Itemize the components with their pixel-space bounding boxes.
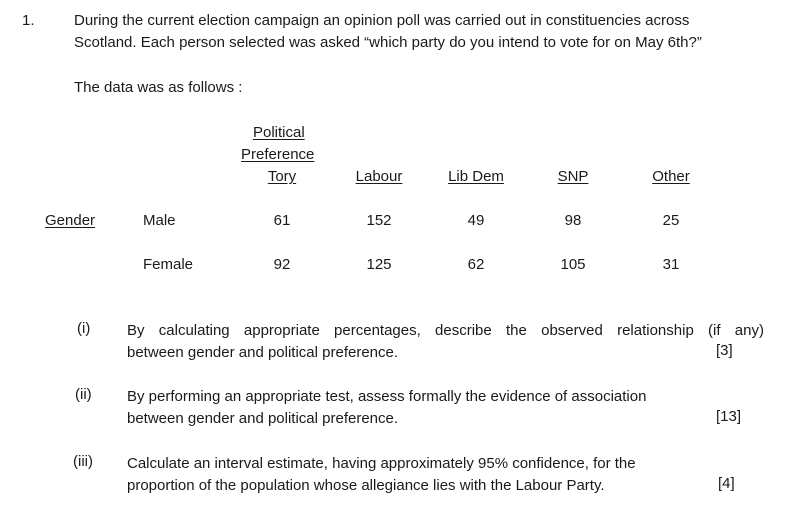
question-intro: During the current election campaign an … bbox=[74, 10, 702, 54]
part-text-line-1: Calculate an interval estimate, having a… bbox=[127, 455, 636, 472]
table-cell: 62 bbox=[467, 256, 485, 273]
part-label: (ii) bbox=[75, 386, 92, 403]
column-header-snp: SNP bbox=[557, 168, 589, 185]
data-intro: The data was as follows : bbox=[74, 79, 243, 96]
table-cell: 49 bbox=[467, 212, 485, 229]
row-label-female: Female bbox=[143, 256, 194, 273]
table-cell: 61 bbox=[273, 212, 291, 229]
table-cell: 125 bbox=[366, 256, 392, 273]
table-header-line-2: Preference bbox=[241, 146, 315, 163]
column-header-tory: Tory bbox=[267, 168, 297, 185]
table-header-line-1: Political bbox=[253, 124, 305, 141]
table-cell: 98 bbox=[564, 212, 582, 229]
row-label-male: Male bbox=[143, 212, 176, 229]
part-marks: [3] bbox=[716, 342, 733, 359]
part-label: (iii) bbox=[73, 453, 93, 470]
table-cell: 105 bbox=[560, 256, 586, 273]
row-group-label-gender: Gender bbox=[45, 212, 96, 229]
question-number: 1. bbox=[22, 12, 35, 29]
part-marks: [13] bbox=[716, 408, 742, 425]
part-text-line-1: By calculating appropriate percentages, … bbox=[127, 322, 764, 339]
question-intro-line-2: Scotland. Each person selected was asked… bbox=[74, 34, 702, 51]
part-text-line-1: By performing an appropriate test, asses… bbox=[127, 388, 647, 405]
column-header-lib-dem: Lib Dem bbox=[448, 168, 504, 185]
question-intro-line-1: During the current election campaign an … bbox=[74, 12, 690, 29]
table-header-political-preference: Political Preference bbox=[241, 122, 314, 166]
table-cell: 152 bbox=[366, 212, 392, 229]
column-header-other: Other bbox=[652, 168, 690, 185]
table-cell: 31 bbox=[662, 256, 680, 273]
table-cell: 92 bbox=[273, 256, 291, 273]
part-text-line-2: proportion of the population whose alleg… bbox=[127, 477, 605, 494]
column-header-labour: Labour bbox=[355, 168, 403, 185]
part-text-line-2: between gender and political preference. bbox=[127, 344, 399, 361]
part-text-line-2: between gender and political preference. bbox=[127, 410, 399, 427]
table-cell: 25 bbox=[662, 212, 680, 229]
part-label: (i) bbox=[77, 320, 91, 337]
part-marks: [4] bbox=[718, 475, 735, 492]
